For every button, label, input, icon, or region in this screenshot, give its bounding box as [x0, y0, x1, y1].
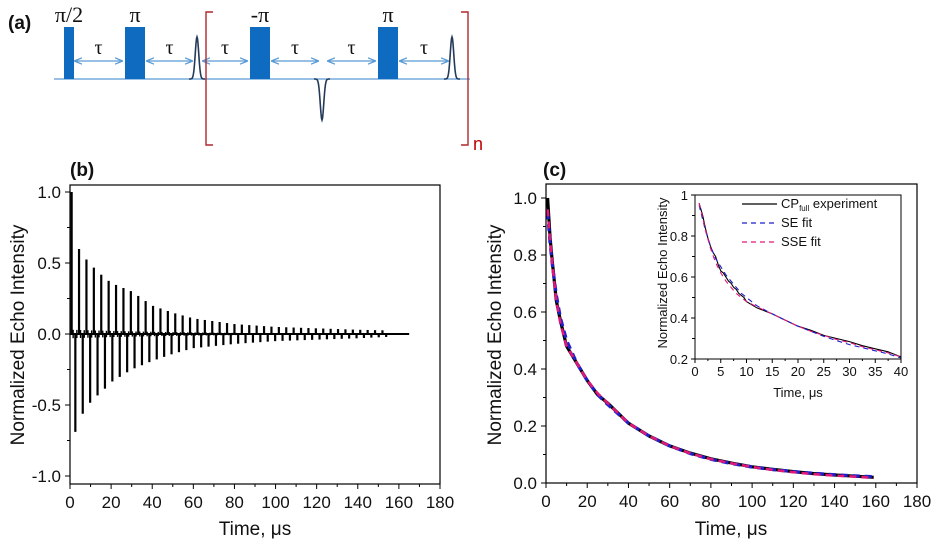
inset-background [695, 195, 901, 359]
inset-x-tick-label: 25 [817, 364, 831, 379]
panel-label-c: (c) [543, 160, 566, 181]
inset-x-tick-label: 40 [894, 364, 908, 379]
x-tick-label: 20 [102, 493, 121, 512]
x-tick-label: 40 [619, 492, 638, 511]
pulse-label-3: -π [251, 2, 269, 27]
pulse-1 [64, 27, 74, 79]
inset-chart: 0 5 10 15 20 25 30 35 40 0.20.40.60.81 Time, μs … [655, 188, 908, 400]
delay-label-1: τ [94, 37, 102, 59]
chart-b: (b) 0 20 40 60 80 100 120 140 160 180 -1.0 -0.5 0.0… [8, 160, 454, 540]
y-tick-label: 1.0 [513, 189, 537, 208]
x-tick-label: 60 [184, 493, 203, 512]
pulse-3 [250, 27, 270, 79]
x-tick-label: 140 [344, 493, 372, 512]
pulse-label-2: π [129, 2, 140, 27]
delay-label-2: τ [165, 37, 173, 59]
x-tick-label: 120 [779, 492, 807, 511]
x-tick-label: 160 [862, 492, 890, 511]
panel-label-b: (b) [70, 160, 94, 181]
x-axis-title-inset: Time, μs [773, 385, 823, 400]
x-tick-label: 100 [261, 493, 289, 512]
x-tick-label: 100 [738, 492, 766, 511]
pulse-sequence-diagram: (a) π/2 π -π π τ τ τ τ τ τ n [8, 2, 483, 154]
chart-c: (c) 0 20 40 60 80 100 120 140 160 180 0.00.20.40.… [485, 160, 931, 540]
x-tick-label: 80 [225, 493, 244, 512]
x-axis-title-b: Time, μs [219, 519, 292, 540]
inset-y-tick-label: 1 [681, 188, 688, 203]
y-axis-title-c: Normalized Echo Intensity [485, 224, 506, 445]
decay-series [546, 197, 874, 480]
x-tick-label: 120 [302, 493, 330, 512]
x-tick-label: 180 [903, 492, 931, 511]
inset-x-tick-label: 0 [691, 364, 698, 379]
inset-x-tick-label: 30 [842, 364, 856, 379]
inset-series-se-fit [698, 205, 902, 359]
y-tick-label: -0.5 [32, 396, 61, 415]
x-tick-label: 0 [65, 493, 74, 512]
y-tick-label: 0.0 [37, 325, 61, 344]
x-axis-title-c: Time, μs [695, 519, 768, 540]
x-tick-label: 140 [820, 492, 848, 511]
inset-series-sse-fit [698, 203, 902, 358]
panel-label-a: (a) [8, 13, 31, 34]
echo-positive-3 [444, 34, 460, 80]
delay-label-3: τ [221, 37, 229, 59]
legend-label-3: SSE fit [781, 234, 821, 249]
pulse-label-1: π/2 [55, 2, 83, 27]
inset-y-tick-label: 0.4 [670, 311, 688, 326]
legend-label-1: CPfull experiment [781, 196, 878, 213]
y-tick-label: 0.0 [513, 474, 537, 493]
y-tick-label: 0.2 [513, 417, 537, 436]
y-tick-label: 0.5 [37, 254, 61, 273]
inset-x-tick-label: 35 [868, 364, 882, 379]
delay-label-6: τ [420, 37, 428, 59]
x-tick-label: 40 [143, 493, 162, 512]
inset-y-tick-label: 0.6 [670, 270, 688, 285]
x-tick-label: 160 [385, 493, 413, 512]
inset-y-tick-label: 0.8 [670, 229, 688, 244]
delay-label-5: τ [347, 37, 355, 59]
pulse-2 [125, 27, 145, 79]
inset-legend: CPfull experiment SE fit SSE fit [742, 196, 878, 249]
y-tick-label: 0.6 [513, 303, 537, 322]
x-tick-label: 20 [578, 492, 597, 511]
inset-x-tick-label: 5 [717, 364, 724, 379]
inset-y-tick-label: 0.2 [670, 352, 688, 367]
x-tick-label: 80 [701, 492, 720, 511]
inset-series [695, 195, 902, 359]
y-tick-label: 1.0 [37, 183, 61, 202]
x-tick-label: 180 [426, 493, 454, 512]
echo-positive-1 [189, 34, 205, 80]
y-tick-label: 0.8 [513, 246, 537, 265]
y-axis-title-inset: Normalized Echo Intensity [655, 197, 670, 349]
inset-x-tick-label: 20 [791, 364, 805, 379]
x-tick-label: 60 [660, 492, 679, 511]
inset-series-cp-full-experiment [698, 203, 902, 358]
repeat-bracket-right [461, 11, 469, 146]
y-axis-title-b: Normalized Echo Intensity [8, 224, 29, 445]
pulse-label-4: π [382, 2, 393, 27]
y-tick-label: -1.0 [32, 467, 61, 486]
legend-label-2: SE fit [781, 215, 812, 230]
pulse-4 [378, 27, 398, 79]
inset-x-tick-label: 15 [765, 364, 779, 379]
echo-negative-2 [314, 78, 330, 123]
y-tick-label: 0.4 [513, 360, 537, 379]
inset-x-tick-label: 10 [739, 364, 753, 379]
repeat-count-label: n [473, 134, 483, 154]
echo-train-series [70, 192, 410, 432]
delay-label-4: τ [291, 37, 299, 59]
x-tick-label: 0 [541, 492, 550, 511]
repeat-bracket-left [205, 11, 213, 146]
